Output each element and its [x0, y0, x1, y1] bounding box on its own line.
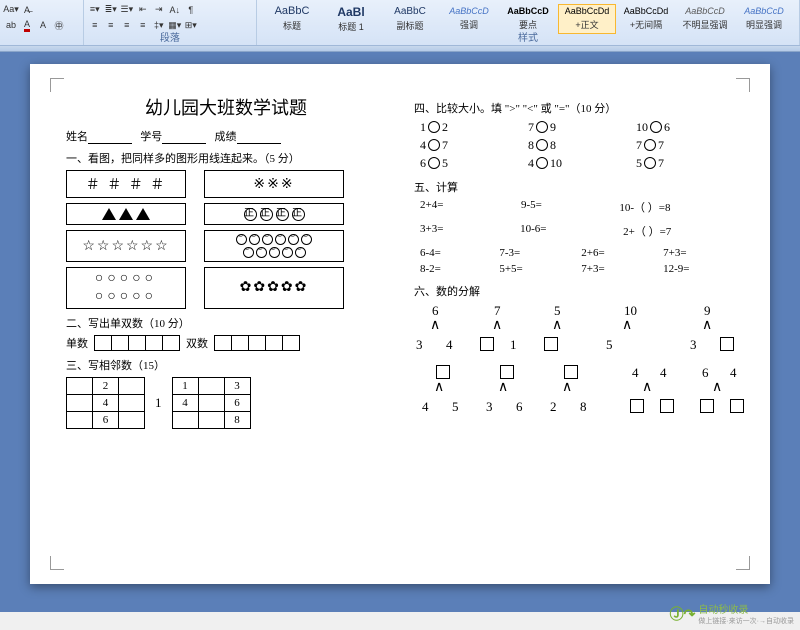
crop-mark — [736, 78, 750, 92]
paragraph-label: 段落 — [84, 29, 256, 44]
right-column: 四、比较大小。填 ">" "<" 或 "="（10 分） 12791064788… — [414, 94, 734, 554]
left-column: 幼儿园大班数学试题 姓名 学号 成绩 一、看图，把同样多的图形用线连起来。（5 … — [66, 94, 386, 554]
q3-heading: 三、写相邻数（15） — [66, 357, 386, 373]
shape-box: ※※※ — [204, 170, 344, 198]
watermark: Ⓙ↷ 自动秒收录 做上链接·来访一次·→自动收录 — [670, 601, 794, 626]
styles-group: AaBbC标题AaBl标题 1AaBbC副标题AaBbCcD强调AaBbCcD要… — [257, 0, 800, 45]
indent-dec-button[interactable]: ⇤ — [136, 3, 150, 17]
q2-odd-row: 单数 双数 — [66, 335, 386, 351]
shape-box: ○○○○○○○○○○ — [66, 267, 186, 309]
q6-heading: 六、数的分解 — [414, 283, 734, 299]
shape-box: ☆☆☆☆☆☆ — [66, 230, 186, 262]
show-marks-button[interactable]: ¶ — [184, 3, 198, 17]
case-button[interactable]: Aa▾ — [4, 3, 18, 17]
q5-row1: 2+4=9-5=10-（ ）=8 — [420, 199, 734, 215]
shape-box — [66, 203, 186, 225]
crop-mark — [50, 78, 64, 92]
shape-box: 正正正正 — [204, 203, 344, 225]
char-border-button[interactable]: A — [36, 18, 50, 32]
q4-grid: 12791064788776541057 — [420, 120, 734, 171]
q5-row2: 3+3=10-6=2+（ ）=7 — [420, 223, 734, 239]
phonetic-button[interactable]: ㊥ — [52, 18, 66, 32]
crop-mark — [50, 556, 64, 570]
numbering-button[interactable]: ≣▾ — [104, 3, 118, 17]
watermark-brand: 自动秒收录 — [698, 605, 748, 616]
shape-box: ＃ ＃ ＃ ＃ — [66, 170, 186, 198]
font-color-button[interactable]: A — [20, 18, 34, 32]
q2-heading: 二、写出单双数（10 分） — [66, 315, 386, 331]
highlight-button[interactable]: ab — [4, 18, 18, 32]
indent-inc-button[interactable]: ⇥ — [152, 3, 166, 17]
q5-grid: 6-4=7-3=2+6=7+3=8-2=5+5=7+3=12-9= — [420, 247, 734, 275]
shape-box: ✿✿✿✿✿ — [204, 267, 344, 309]
watermark-tagline: 做上链接·来访一次·→自动收录 — [698, 616, 794, 626]
document-area[interactable]: 幼儿园大班数学试题 姓名 学号 成绩 一、看图，把同样多的图形用线连起来。（5 … — [0, 52, 800, 612]
paragraph-group: ≡▾ ≣▾ ☰▾ ⇤ ⇥ A↓ ¶ ≡ ≡ ≡ ≡ ‡▾ ▦▾ ⊞▾ 段落 — [84, 0, 257, 45]
q3-tables: 246 1 13468 — [66, 377, 386, 429]
clear-format-button[interactable]: A̶ — [20, 3, 34, 17]
font-group-partial: Aa▾ A̶ ab A A ㊥ — [0, 0, 84, 45]
q1-boxes: ＃ ＃ ＃ ＃ ※※※ 正正正正 ☆☆☆☆☆☆ ○○○○○○○○○○ ✿✿✿✿✿ — [66, 170, 386, 309]
sort-button[interactable]: A↓ — [168, 3, 182, 17]
doc-title: 幼儿园大班数学试题 — [66, 94, 386, 120]
bullets-button[interactable]: ≡▾ — [88, 3, 102, 17]
info-line: 姓名 学号 成绩 — [66, 128, 386, 144]
shape-box — [204, 230, 344, 262]
multilevel-button[interactable]: ☰▾ — [120, 3, 134, 17]
watermark-logo-icon: Ⓙ↷ — [670, 604, 696, 624]
q5-heading: 五、计算 — [414, 179, 734, 195]
q1-heading: 一、看图，把同样多的图形用线连起来。（5 分） — [66, 150, 386, 166]
q4-heading: 四、比较大小。填 ">" "<" 或 "="（10 分） — [414, 100, 734, 116]
crop-mark — [736, 556, 750, 570]
q6-area: 6∧7∧5∧10∧9∧34153∧45∧36∧2844∧64∧ — [414, 303, 734, 443]
styles-label: 样式 — [257, 29, 799, 44]
page: 幼儿园大班数学试题 姓名 学号 成绩 一、看图，把同样多的图形用线连起来。（5 … — [30, 64, 770, 584]
ribbon: Aa▾ A̶ ab A A ㊥ ≡▾ ≣▾ ☰▾ ⇤ ⇥ A↓ ¶ ≡ ≡ ≡ … — [0, 0, 800, 46]
